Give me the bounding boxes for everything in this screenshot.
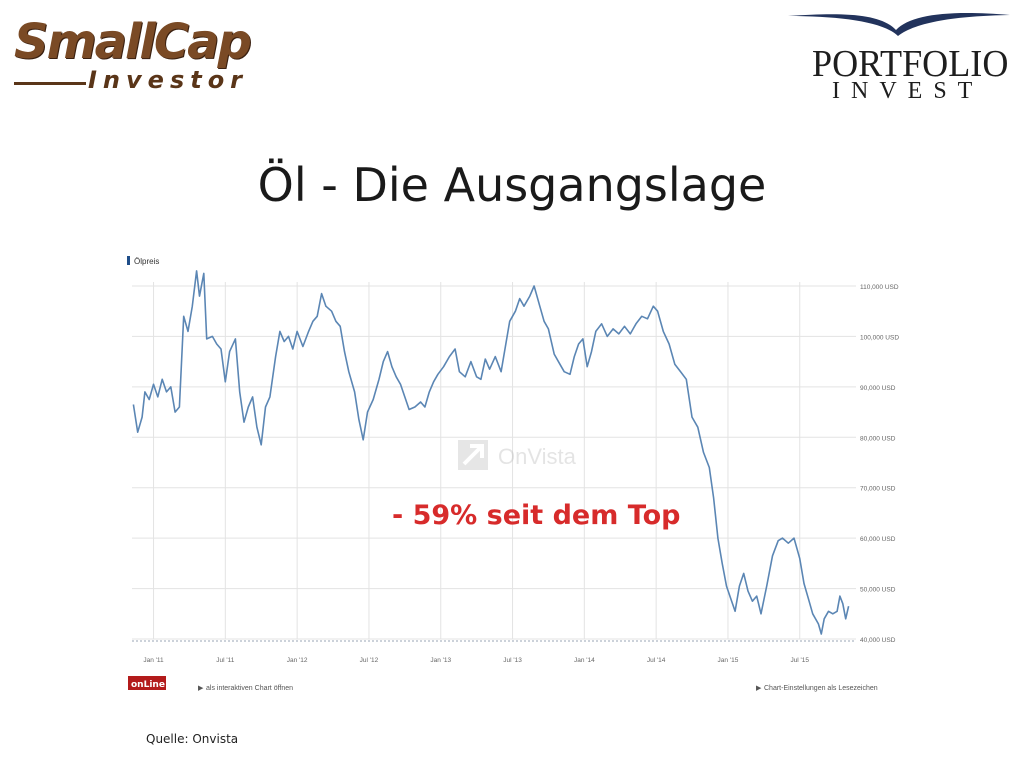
chart-svg: OnVista 110,000 USD 100,000 USD 90,000 USD… bbox=[127, 256, 899, 692]
y-tick-label: 50,000 USD bbox=[860, 587, 896, 594]
logo-left-sub: Investor bbox=[88, 66, 249, 94]
logo-left-underline bbox=[14, 82, 86, 85]
smallcap-investor-logo: SmallCap Investor bbox=[14, 14, 284, 94]
y-tick-label: 100,000 USD bbox=[860, 334, 899, 341]
annotation-drop-percent: - 59% seit dem Top bbox=[392, 500, 681, 531]
y-tick-label: 60,000 USD bbox=[860, 536, 896, 543]
logo-left-main: SmallCap bbox=[14, 14, 252, 70]
series-layer bbox=[132, 270, 850, 635]
interactive-chart-link[interactable]: als interaktiven Chart öffnen bbox=[206, 685, 293, 692]
y-tick-label: 80,000 USD bbox=[860, 435, 896, 442]
portfolio-invest-logo: PORTFOLIO INVEST bbox=[786, 10, 1012, 105]
slide-title: Öl - Die Ausgangslage bbox=[257, 158, 767, 212]
watermark-text: OnVista bbox=[498, 444, 577, 469]
bird-swoosh-icon bbox=[788, 12, 1010, 36]
logo-right-main: PORTFOLIO bbox=[812, 43, 1009, 85]
oil-price-chart: OnVista 110,000 USD 100,000 USD 90,000 USD… bbox=[118, 250, 918, 710]
legend-swatch bbox=[127, 256, 130, 265]
series-line-oil-price bbox=[132, 270, 850, 635]
x-tick-label: Jul '12 bbox=[360, 657, 379, 664]
footer-arrow-icon[interactable]: ▶ bbox=[198, 685, 204, 692]
chart-footer: onLine ▶ als interaktiven Chart öffnen ▶… bbox=[128, 676, 878, 692]
onvista-online-logo bbox=[128, 676, 166, 690]
x-tick-label: Jan '15 bbox=[718, 657, 739, 664]
y-axis-ticks: 110,000 USD 100,000 USD 90,000 USD 80,000 U… bbox=[860, 284, 899, 644]
legend: Ölpreis bbox=[127, 256, 159, 266]
x-axis-ticks: Jan '11 Jul '11 Jan '12 Jul '12 Jan '13 Jul '… bbox=[143, 657, 809, 664]
x-tick-label: Jul '15 bbox=[790, 657, 809, 664]
x-tick-label: Jul '13 bbox=[503, 657, 522, 664]
x-tick-label: Jan '12 bbox=[287, 657, 308, 664]
y-tick-label: 110,000 USD bbox=[860, 284, 899, 291]
x-tick-label: Jan '11 bbox=[143, 657, 164, 664]
x-tick-label: Jan '13 bbox=[430, 657, 451, 664]
y-tick-label: 90,000 USD bbox=[860, 385, 896, 392]
watermark-logo-icon bbox=[458, 440, 488, 470]
chart-settings-bookmark-link[interactable]: Chart-Einstellungen als Lesezeichen bbox=[764, 685, 878, 692]
x-tick-label: Jan '14 bbox=[574, 657, 595, 664]
source-note: Quelle: Onvista bbox=[146, 732, 239, 746]
y-tick-label: 40,000 USD bbox=[860, 637, 896, 644]
legend-label: Ölpreis bbox=[134, 257, 159, 266]
onvista-watermark: OnVista bbox=[458, 440, 577, 470]
footer-brand: onLine bbox=[131, 680, 165, 690]
logo-right-sub: INVEST bbox=[832, 78, 984, 104]
y-tick-label: 70,000 USD bbox=[860, 486, 896, 493]
chart-grid bbox=[132, 282, 856, 642]
x-tick-label: Jul '14 bbox=[647, 657, 666, 664]
x-tick-label: Jul '11 bbox=[216, 657, 234, 664]
footer-arrow-icon-right[interactable]: ▶ bbox=[756, 685, 762, 692]
